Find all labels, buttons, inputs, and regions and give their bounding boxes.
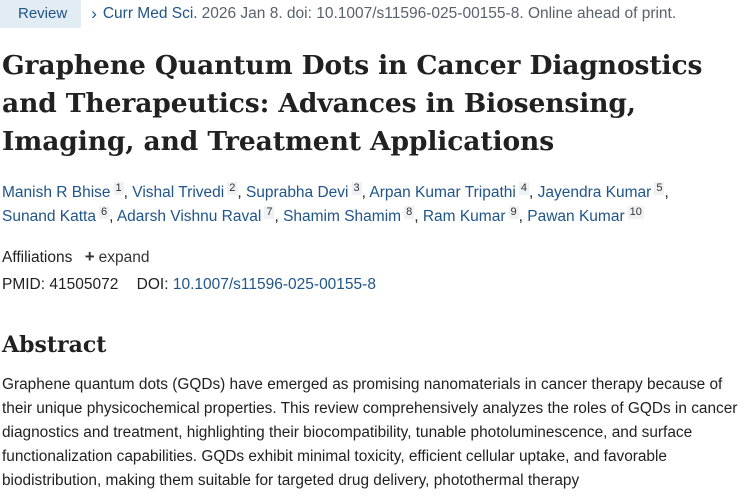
affiliation-ref[interactable]: 5 — [654, 182, 665, 195]
author-link[interactable]: Pawan Kumar — [527, 208, 625, 225]
author-link[interactable]: Vishal Trivedi — [132, 184, 225, 201]
author-link[interactable]: Manish R Bhise — [2, 184, 111, 201]
journal-link[interactable]: › Curr Med Sci. — [91, 4, 197, 24]
author-entry: Suprabha Devi 3 — [245, 182, 362, 201]
author-link[interactable]: Shamim Shamim — [283, 208, 402, 225]
expand-label: expand — [98, 249, 150, 266]
affiliation-ref[interactable]: 6 — [98, 206, 110, 219]
citation-bar: Review › Curr Med Sci. 2026 Jan 8. doi: … — [0, 0, 676, 28]
affiliation-ref[interactable]: 3 — [351, 182, 362, 195]
citation-details: 2026 Jan 8. doi: 10.1007/s11596-025-0015… — [201, 5, 677, 22]
author-entry: Sunand Katta 6 — [2, 206, 110, 225]
author-link[interactable]: Ram Kumar — [422, 208, 506, 225]
affiliation-ref[interactable]: 10 — [627, 206, 644, 219]
author-entry: Pawan Kumar 10 — [527, 206, 644, 225]
affiliations-label: Affiliations — [2, 249, 73, 266]
author-entry: Jayendra Kumar 5 — [537, 182, 665, 201]
affiliation-ref[interactable]: 4 — [518, 182, 529, 195]
identifiers-row: PMID: 41505072 DOI: 10.1007/s11596-025-0… — [2, 274, 376, 296]
publication-type-badge: Review — [0, 0, 82, 28]
author-entry: Adarsh Vishnu Raval 7 — [116, 206, 275, 225]
authors-list: Manish R Bhise 1, Vishal Trivedi 2, Suprab… — [2, 182, 669, 225]
pmid-value: 41505072 — [49, 276, 119, 293]
abstract-heading: Abstract — [2, 332, 107, 358]
author-entry: Ram Kumar 9 — [422, 206, 519, 225]
expand-affiliations-button[interactable]: + expand — [84, 247, 150, 266]
chevron-right-icon: › — [91, 4, 97, 23]
doi-link[interactable]: 10.1007/s11596-025-00155-8 — [172, 276, 376, 293]
author-link[interactable]: Arpan Kumar Tripathi — [369, 184, 516, 201]
journal-name: Curr Med Sci. — [102, 5, 198, 22]
author-link[interactable]: Suprabha Devi — [245, 184, 349, 201]
affiliations-row: Affiliations + expand — [2, 246, 149, 269]
affiliation-ref[interactable]: 9 — [508, 206, 519, 219]
author-entry: Shamim Shamim 8 — [283, 206, 415, 225]
author-entry: Arpan Kumar Tripathi 4 — [369, 182, 529, 201]
author-link[interactable]: Adarsh Vishnu Raval — [116, 208, 262, 225]
affiliation-ref[interactable]: 7 — [264, 206, 275, 219]
plus-icon: + — [84, 247, 95, 266]
author-entry: Manish R Bhise 1 — [2, 182, 124, 201]
pmid-label: PMID: — [2, 276, 46, 293]
abstract-text: Graphene quantum dots (GQDs) have emerge… — [2, 376, 738, 489]
author-link[interactable]: Sunand Katta — [2, 208, 96, 225]
affiliation-ref[interactable]: 8 — [404, 206, 415, 219]
doi-label: DOI: — [136, 276, 169, 293]
author-entry: Vishal Trivedi 2 — [132, 182, 238, 201]
article-title: Graphene Quantum Dots in Cancer Diagnost… — [2, 50, 703, 157]
affiliation-ref[interactable]: 2 — [227, 182, 238, 195]
affiliation-ref[interactable]: 1 — [113, 182, 124, 195]
author-link[interactable]: Jayendra Kumar — [537, 184, 652, 201]
